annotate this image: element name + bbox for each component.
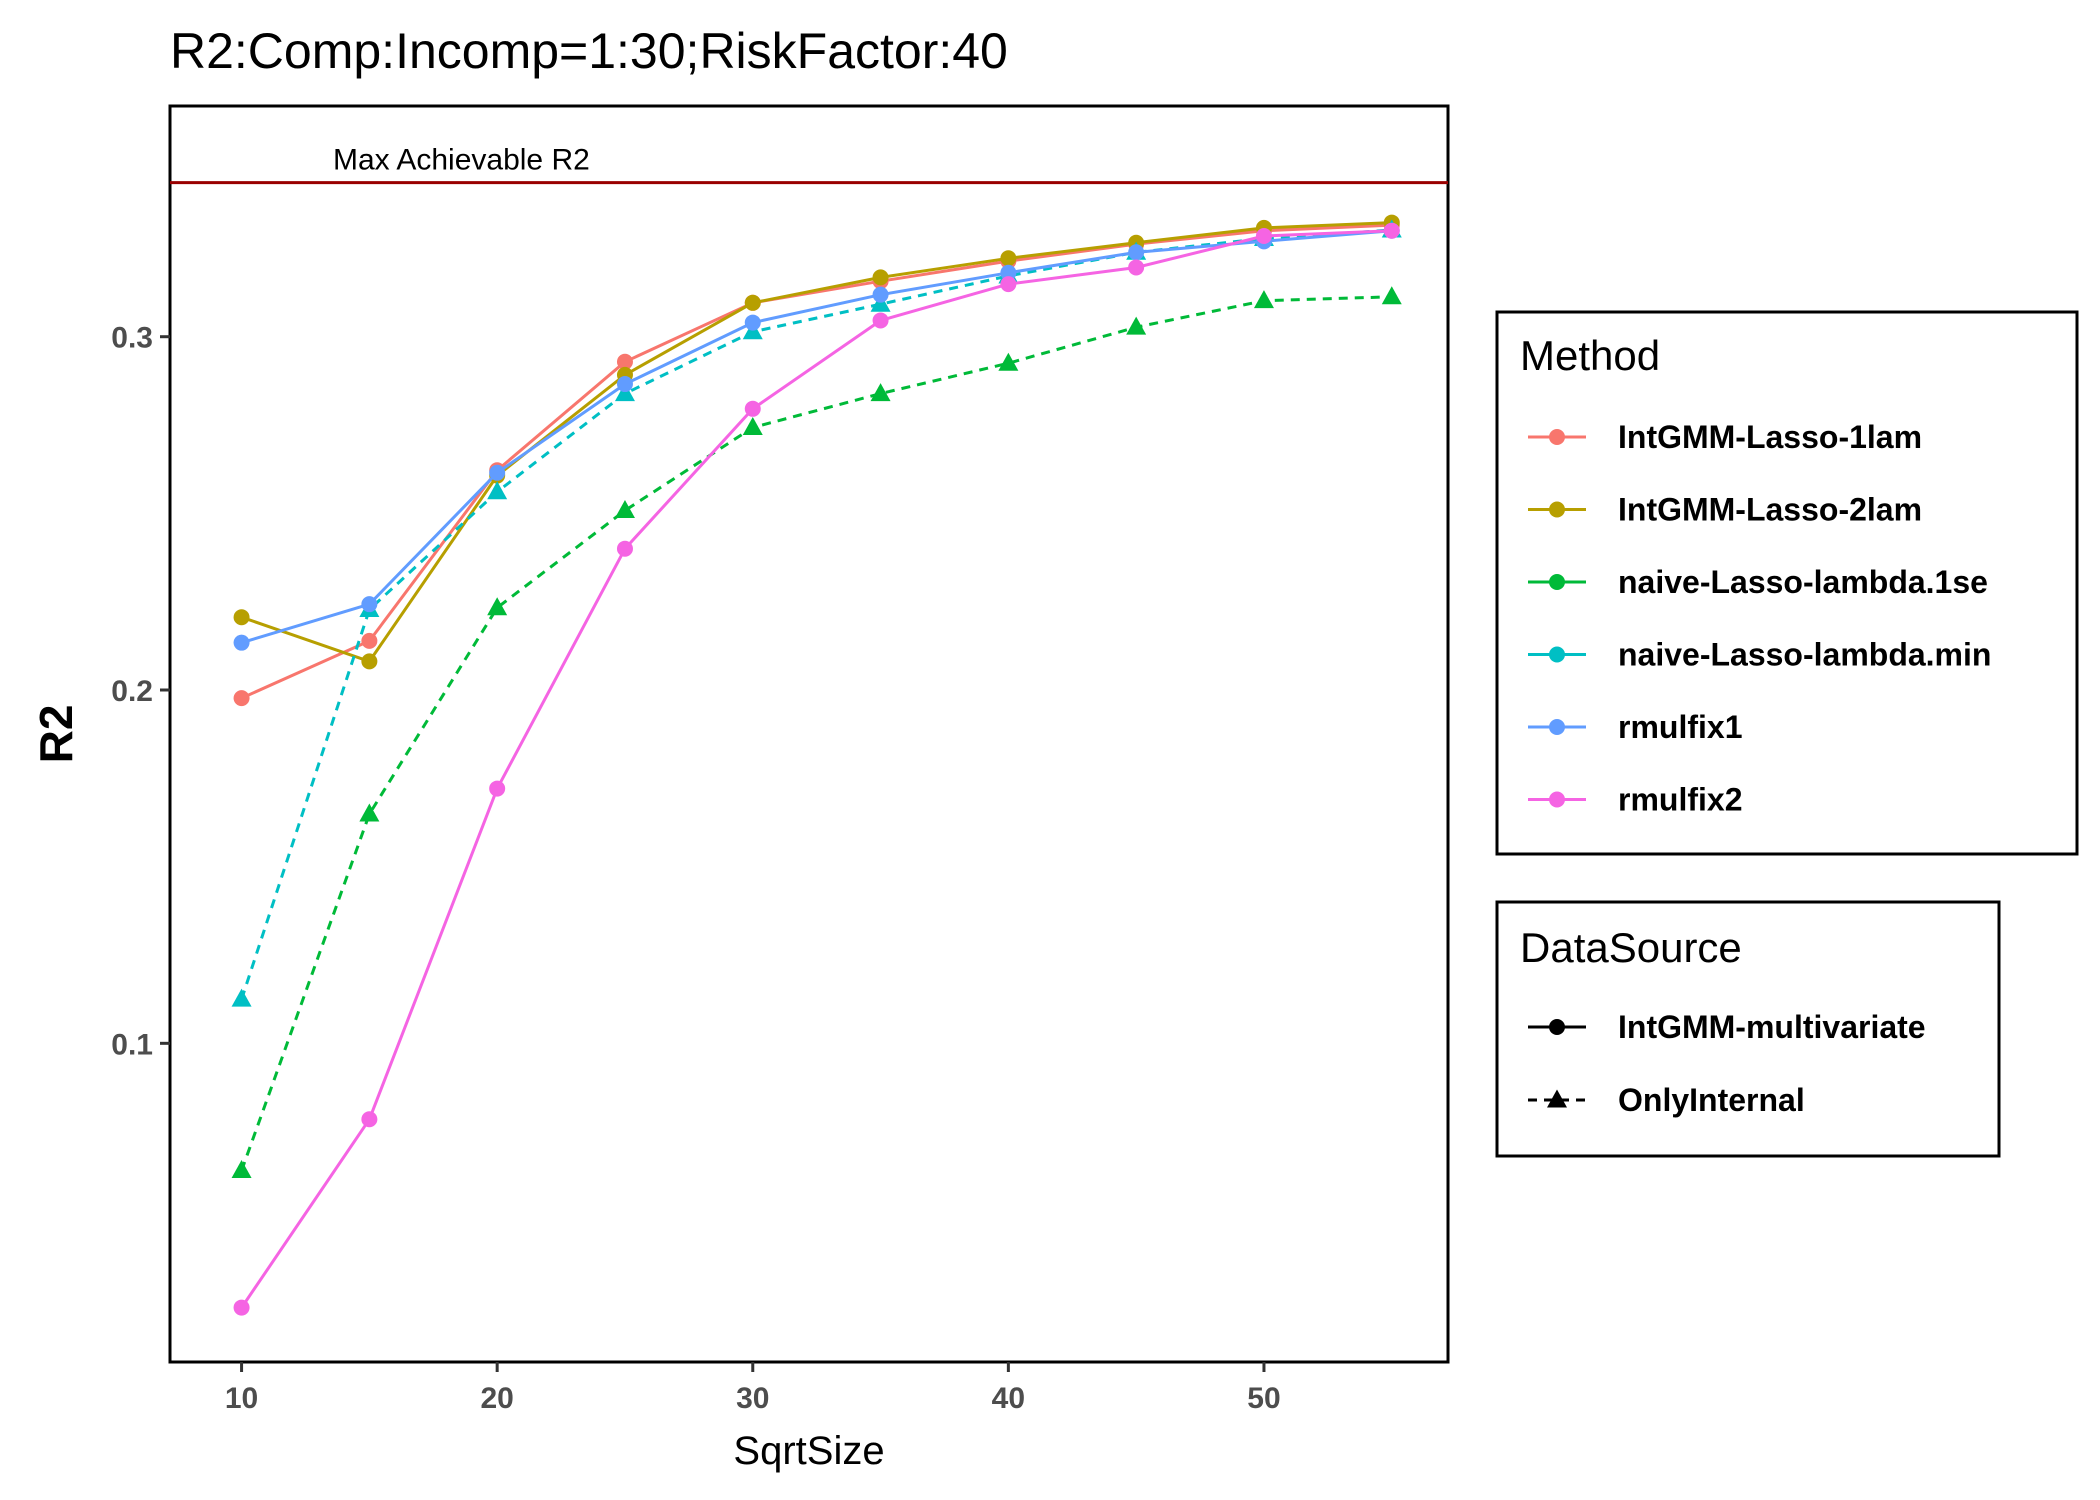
legend-method-item: IntGMM-Lasso-1lam (1528, 419, 1922, 455)
legend-datasource-items: IntGMM-multivariate OnlyInternal (1528, 1009, 1926, 1118)
data-point (487, 481, 508, 500)
data-point (359, 803, 380, 822)
data-point (233, 1299, 250, 1316)
x-tick-label: 20 (480, 1382, 513, 1415)
data-point (489, 780, 506, 797)
data-point (1255, 228, 1272, 245)
legend-method-items: IntGMM-Lasso-1lam IntGMM-Lasso-2lam naive-… (1528, 419, 1991, 818)
legend-key-point (1549, 646, 1565, 663)
data-point (872, 312, 889, 329)
data-point (872, 286, 889, 303)
data-point (742, 417, 763, 436)
data-point (744, 294, 761, 311)
legend-key-point (1549, 429, 1565, 445)
data-point (744, 400, 761, 417)
legend-datasource-item: OnlyInternal (1528, 1082, 1805, 1118)
series-rmulfix2 (233, 222, 1400, 1316)
data-point (1128, 259, 1145, 276)
data-point (1000, 250, 1017, 267)
data-point (1253, 290, 1274, 309)
legend-datasource-item: IntGMM-multivariate (1528, 1009, 1926, 1045)
data-point (616, 353, 633, 370)
legend-key-point (1549, 574, 1565, 590)
data-point (361, 596, 378, 613)
legend-datasource-label: OnlyInternal (1618, 1082, 1805, 1118)
data-point (614, 500, 635, 519)
max-achievable-r2-label: Max Achievable R2 (333, 144, 590, 177)
data-point (489, 464, 506, 481)
y-tick-label: 0.1 (111, 1028, 153, 1061)
x-axis-title: SqrtSize (733, 1429, 884, 1473)
legend-key-point (1549, 1019, 1565, 1035)
series-line (240, 223, 1392, 700)
legend-key-point (1549, 791, 1565, 808)
y-tick-label: 0.2 (111, 675, 153, 708)
legend-datasource-box (1495, 900, 2001, 1158)
legend-method-label: rmulfix1 (1618, 709, 1742, 745)
data-point (1000, 276, 1017, 293)
data-point (1381, 286, 1402, 305)
y-axis-title: R2 (30, 705, 82, 764)
chart-title: R2:Comp:Incomp=1:30;RiskFactor:40 (170, 23, 1008, 79)
y-tick-label: 0.3 (111, 322, 153, 355)
series-line (241, 229, 1392, 645)
legend-method: Method IntGMM-Lasso-1lam IntGMM-Lasso-2la… (1495, 310, 2079, 856)
legend-method-item: naive-Lasso-lambda.min (1528, 637, 1991, 673)
legend-method-item: rmulfix1 (1528, 709, 1742, 745)
series-line (240, 229, 1392, 1309)
data-point (233, 690, 250, 707)
data-point (1126, 316, 1147, 335)
x-tick-label: 40 (992, 1382, 1025, 1415)
data-point (361, 632, 378, 649)
data-point (1383, 222, 1400, 239)
legend-method-box (1495, 310, 2079, 856)
x-axis: 10 20 30 40 50 (225, 1362, 1281, 1415)
data-point (998, 352, 1019, 371)
x-tick-label: 30 (736, 1382, 769, 1415)
legend-datasource-title: DataSource (1520, 924, 1742, 971)
x-tick-label: 10 (225, 1382, 258, 1415)
series-line (240, 295, 1392, 1172)
legend-method-item: IntGMM-Lasso-2lam (1528, 492, 1922, 528)
legend-method-item: naive-Lasso-lambda.1se (1528, 564, 1988, 600)
legend-method-label: naive-Lasso-lambda.1se (1618, 564, 1988, 600)
data-point (744, 314, 761, 331)
data-point (233, 609, 250, 626)
data-point (1000, 264, 1017, 281)
data-point (870, 293, 891, 312)
legend-method-title: Method (1520, 332, 1660, 379)
series-group (231, 214, 1402, 1316)
data-point (231, 1160, 252, 1179)
data-point (487, 597, 508, 616)
data-point (616, 540, 633, 557)
plot-panel (168, 104, 1450, 1364)
data-point (233, 634, 250, 651)
data-point (616, 376, 633, 393)
data-point (1128, 244, 1145, 261)
data-point (870, 383, 891, 402)
series-rmulfix1 (233, 222, 1400, 651)
legend-method-label: IntGMM-Lasso-2lam (1618, 492, 1922, 528)
x-tick-label: 50 (1247, 1382, 1280, 1415)
data-point (361, 653, 378, 670)
series-line (240, 228, 1392, 1000)
legend-method-label: IntGMM-Lasso-1lam (1618, 419, 1922, 455)
y-axis: 0.1 0.2 0.3 (111, 322, 170, 1061)
data-point (872, 269, 889, 286)
reference-line-group: Max Achievable R2 (170, 144, 1448, 185)
legend-method-item: rmulfix2 (1528, 782, 1742, 818)
legend-datasource-label: IntGMM-multivariate (1618, 1009, 1926, 1045)
data-point (361, 1111, 378, 1128)
legend-method-label: naive-Lasso-lambda.min (1618, 637, 1991, 673)
legend-method-label: rmulfix2 (1618, 782, 1742, 818)
data-point (614, 383, 635, 402)
legend-key-point (1549, 719, 1565, 735)
legend-datasource: DataSource IntGMM-multivariate OnlyIntern… (1495, 900, 2001, 1158)
legend-key-point (1549, 501, 1565, 518)
series-naive-Lasso-lambda.1se (231, 286, 1402, 1179)
data-point (231, 988, 252, 1007)
legend-key-point (1547, 1089, 1567, 1108)
series-line (241, 221, 1392, 663)
